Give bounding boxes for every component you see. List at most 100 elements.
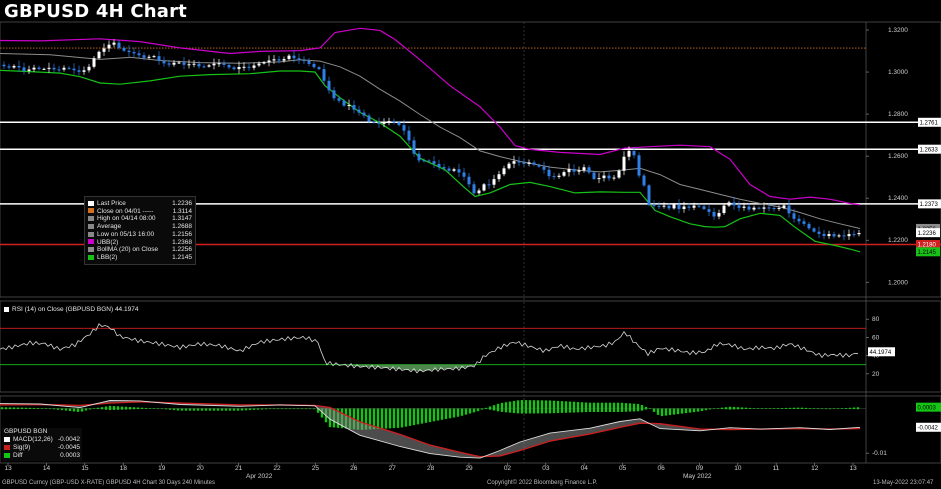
price-tick-label: 1.3200 (888, 27, 908, 34)
macd-histogram-bar (376, 408, 380, 429)
macd-histogram-bar (124, 406, 128, 410)
candle-body (362, 112, 366, 116)
candle-body (62, 67, 66, 70)
macd-histogram-bar (504, 402, 508, 413)
macd-histogram-bar (804, 407, 808, 409)
legend-swatch (88, 200, 94, 206)
candle-body (127, 50, 131, 53)
macd-histogram-bar (412, 408, 416, 426)
price-label: 1.2236 (918, 231, 937, 237)
candle-body (417, 153, 421, 161)
candle-body (742, 206, 746, 208)
macd-histogram-bar (656, 408, 660, 415)
macd-histogram-bar (568, 401, 572, 413)
candle-body (507, 163, 511, 169)
candle-body (447, 168, 451, 171)
legend-swatch (88, 208, 94, 214)
candle-body (77, 70, 81, 72)
macd-legend-swatch (4, 436, 10, 442)
macd-histogram-bar (836, 408, 840, 410)
candle-body (187, 64, 191, 66)
macd-histogram-bar (156, 408, 160, 410)
macd-histogram-bar (252, 408, 256, 410)
candle-body (282, 59, 286, 61)
candle-body (407, 130, 411, 141)
macd-histogram-bar (612, 402, 616, 412)
candle-body (717, 212, 721, 217)
rsi-line (0, 323, 859, 374)
macd-histogram-bar (128, 407, 132, 410)
macd-histogram-bar (772, 408, 776, 409)
x-tick-label: 06 (657, 465, 665, 472)
x-tick-label: 14 (43, 465, 51, 472)
legend-item: High on 04/14 08:00 (88, 215, 156, 223)
x-tick-label: 25 (312, 465, 320, 472)
candle-body (412, 140, 416, 154)
macd-histogram-bar (440, 408, 444, 420)
macd-histogram-bar (212, 408, 216, 411)
macd-legend-value: -0.0045 (57, 444, 80, 451)
macd-value-label: 0.0003 (918, 405, 937, 411)
legend-label: BollMA (20) on Close (97, 246, 159, 254)
candle-body (67, 67, 71, 69)
macd-histogram-bar (292, 408, 296, 410)
macd-histogram-bar (264, 408, 268, 410)
price-label: 1.2145 (918, 250, 937, 256)
candle-body (632, 150, 636, 156)
candle-body (367, 115, 371, 122)
candle-body (432, 161, 436, 164)
macd-histogram-bar (548, 400, 552, 414)
macd-histogram-bar (456, 408, 460, 417)
x-tick-label: 10 (734, 465, 742, 472)
candle-body (512, 161, 516, 164)
macd-histogram-bar (620, 402, 624, 412)
macd-histogram-bar (648, 408, 652, 410)
macd-histogram-bar (180, 408, 184, 411)
macd-histogram-bar (280, 408, 284, 410)
macd-histogram-bar (700, 408, 704, 411)
candle-body (57, 69, 61, 71)
macd-histogram-bar (428, 408, 432, 423)
candle-body (782, 205, 786, 208)
macd-legend: GBPUSD BGN MACD(12,26) -0.0042 Sig(9) -0.00… (2, 428, 82, 461)
footer-timestamp: 13-May-2022 23:07:47 (873, 480, 934, 486)
legend-item: Last Price (88, 200, 126, 208)
x-tick-label: 18 (120, 465, 128, 472)
month-label-may: May 2022 (683, 473, 712, 480)
macd-histogram-bar (584, 402, 588, 413)
candle-body (452, 169, 456, 171)
macd-histogram-bar (84, 408, 88, 411)
candle-body (257, 63, 261, 66)
macd-histogram-bar (480, 408, 484, 410)
candle-body (312, 63, 316, 68)
footer-copyright: Copyright© 2022 Bloomberg Finance L.P. (487, 480, 598, 486)
macd-histogram-bar (592, 402, 596, 412)
x-tick-label: 15 (81, 465, 89, 472)
legend-value: 1.2256 (172, 246, 192, 254)
price-label-bg (916, 228, 940, 238)
macd-histogram-bar (696, 408, 700, 412)
candle-body (812, 228, 816, 232)
candle-body (752, 207, 756, 210)
legend-value: 1.3147 (172, 215, 192, 223)
macd-histogram-bar (76, 408, 80, 412)
macd-histogram-bar (576, 402, 580, 413)
macd-histogram-bar (176, 408, 180, 411)
macd-histogram-bar (536, 400, 540, 414)
x-tick-label: 05 (619, 465, 627, 472)
candle-body (82, 70, 86, 72)
candle-body (352, 105, 356, 110)
candle-body (647, 185, 651, 206)
macd-histogram-bar (300, 408, 304, 410)
candle-body (347, 105, 351, 107)
candle-body (157, 56, 161, 61)
macd-histogram-bar (588, 402, 592, 412)
macd-histogram-bar (484, 407, 488, 409)
macd-histogram-bar (28, 407, 32, 409)
candle-body (402, 125, 406, 131)
legend-value: 1.2236 (172, 200, 192, 207)
macd-histogram-bar (468, 408, 472, 414)
macd-histogram-bar (40, 408, 44, 409)
macd-histogram-bar (320, 408, 324, 418)
